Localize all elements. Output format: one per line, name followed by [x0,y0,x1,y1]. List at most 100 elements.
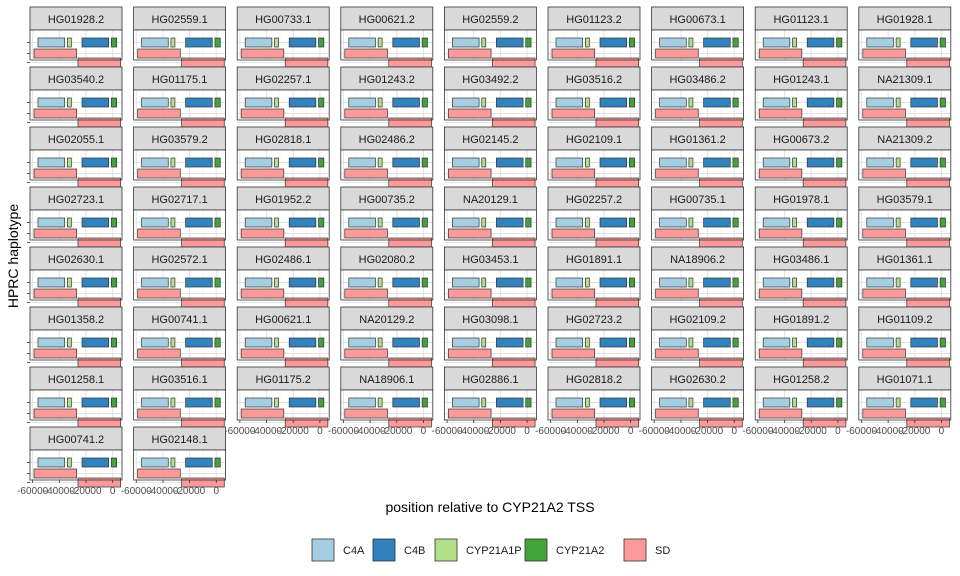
feature-bar-C4A [141,337,169,348]
x-tick-label: -20000 [278,426,310,437]
feature-bar-CYP21A2 [836,157,843,168]
facet-panel: HG03540.2 [27,66,123,128]
panel-border [29,29,123,61]
facet-strip-label: HG02257.2 [566,194,622,206]
facet-panel: HG01952.2 [236,186,330,248]
feature-bar-SD [388,237,432,248]
feature-bar-C4A [866,277,894,288]
feature-bar-CYP21A2 [421,37,428,48]
feature-bar-SD [699,357,743,368]
x-tick-label: -40000 [562,426,594,437]
panel-border [547,149,641,181]
feature-bar-SD [758,48,803,59]
panel-border [443,329,537,361]
feature-bar-SD [33,408,78,419]
feature-bar-C4A [866,97,894,108]
x-tick-label: -60000 [639,426,671,437]
feature-bar-C4B [81,277,110,288]
feature-bar-SD [758,348,803,359]
feature-bar-CYP21A2 [939,157,946,168]
feature-bar-SD [344,288,388,299]
feature-bar-C4A [555,37,584,48]
feature-bar-CYP21A2 [732,37,739,48]
facet-strip-label: HG03540.2 [48,74,104,86]
feature-bar-SD [137,48,181,59]
feature-bar-CYP21A1P [66,97,72,108]
feature-bar-C4A [762,97,791,108]
feature-bar-CYP21A2 [732,217,739,228]
x-tick-label: 0 [213,486,219,497]
feature-bar-C4A [555,337,584,348]
feature-bar-C4B [806,337,835,348]
feature-bar-CYP21A2 [939,277,946,288]
feature-bar-C4B [496,397,524,408]
facet-panel: HG03579.2 [133,126,227,188]
feature-bar-CYP21A2 [836,397,843,408]
feature-bar-CYP21A1P [170,337,176,348]
feature-bar-C4A [659,217,687,228]
feature-bar-C4B [185,457,213,468]
feature-bar-C4B [703,337,731,348]
x-tick-label: -20000 [899,426,931,437]
feature-bar-SD [344,168,388,179]
feature-bar-SD [240,288,285,299]
feature-bar-C4A [452,37,480,48]
feature-bar-CYP21A2 [421,337,428,348]
feature-bar-C4B [599,37,628,48]
feature-bar-CYP21A2 [525,157,532,168]
feature-bar-CYP21A1P [688,337,694,348]
feature-bar-SD [758,228,803,239]
panel-border [340,209,434,241]
facet-strip-label: HG01123.2 [566,14,621,26]
feature-bar-SD [802,117,847,128]
feature-bar-SD [33,288,78,299]
legend-item-CYP21A1P: CYP21A1P [434,538,522,562]
feature-bar-SD [388,177,432,188]
feature-bar-SD [492,297,536,308]
facet-panel: HG02559.2 [443,6,537,68]
feature-bar-CYP21A1P [895,157,901,168]
feature-bar-SD [448,348,492,359]
feature-bar-CYP21A2 [836,337,843,348]
feature-bar-C4B [185,217,213,228]
facet-strip-label: HG02723.2 [566,314,622,326]
feature-bar-CYP21A2 [628,397,636,408]
feature-bar-C4B [806,157,835,168]
feature-bar-CYP21A1P [481,337,487,348]
feature-bar-CYP21A1P [895,277,901,288]
feature-bar-CYP21A1P [170,217,176,228]
feature-bar-CYP21A2 [110,97,118,108]
panel-border [858,329,952,361]
feature-bar-SD [240,108,285,119]
feature-bar-CYP21A1P [481,397,487,408]
facet-panel: HG02818.2 -60000-40000-20000 0 [535,366,641,437]
feature-bar-CYP21A2 [318,337,325,348]
panel-border [754,89,848,121]
x-tick-label: -40000 [665,426,697,437]
feature-bar-C4B [496,97,524,108]
feature-bar-SD [492,117,536,128]
feature-bar-C4B [496,337,524,348]
panel-border [651,89,744,121]
feature-bar-C4B [185,397,213,408]
feature-bar-CYP21A2 [214,37,221,48]
feature-bar-C4A [37,37,66,48]
x-tick-label: 0 [939,426,945,437]
feature-bar-SD [655,48,699,59]
facet-panel: HG01361.2 [651,126,744,188]
facet-panel: HG01928.1 [858,6,952,68]
feature-bar-CYP21A1P [688,397,694,408]
facet-strip-label: HG01952.2 [255,194,311,206]
facet-panel: HG03453.1 [443,246,537,308]
feature-bar-CYP21A1P [584,97,590,108]
panel-border [547,329,641,361]
facet-panel: HG02723.2 [547,306,641,368]
feature-bar-CYP21A2 [110,457,118,468]
feature-bar-SD [595,297,640,308]
facet-panel: HG01123.1 [754,6,848,68]
feature-bar-C4A [141,97,169,108]
feature-bar-CYP21A1P [584,217,590,228]
feature-bar-CYP21A1P [792,277,797,288]
feature-bar-SD [137,108,181,119]
feature-bar-CYP21A1P [895,337,901,348]
